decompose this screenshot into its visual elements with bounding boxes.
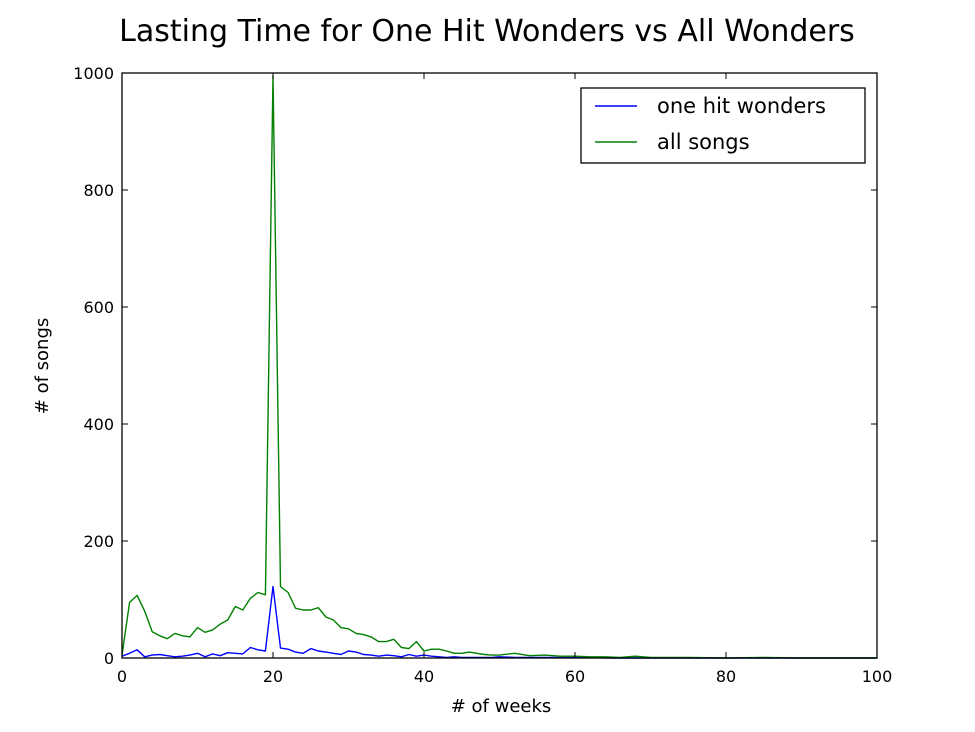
y-tick-label: 600: [83, 298, 114, 317]
x-tick-label: 40: [414, 667, 434, 686]
x-tick-label: 100: [862, 667, 893, 686]
legend-label: all songs: [657, 130, 750, 154]
chart-title: Lasting Time for One Hit Wonders vs All …: [119, 14, 855, 49]
legend-box: [580, 87, 866, 164]
y-tick-label: 200: [83, 532, 114, 551]
y-tick-label: 400: [83, 415, 114, 434]
x-tick-label: 80: [716, 667, 736, 686]
series-line-1: [121, 585, 877, 659]
y-tick-label: 800: [83, 181, 114, 200]
legend-label: one hit wonders: [657, 94, 826, 118]
y-tick-label: 0: [104, 649, 114, 668]
plot-frame: [121, 72, 878, 659]
x-axis-label: # of weeks: [451, 696, 552, 717]
legend: one hit wonders all songs: [580, 87, 866, 164]
y-tick-label: 1000: [73, 64, 114, 83]
x-tick-label: 60: [565, 667, 585, 686]
y-axis-label: # of songs: [32, 318, 53, 414]
x-tick-label: 0: [117, 667, 127, 686]
x-tick-label: 20: [263, 667, 283, 686]
